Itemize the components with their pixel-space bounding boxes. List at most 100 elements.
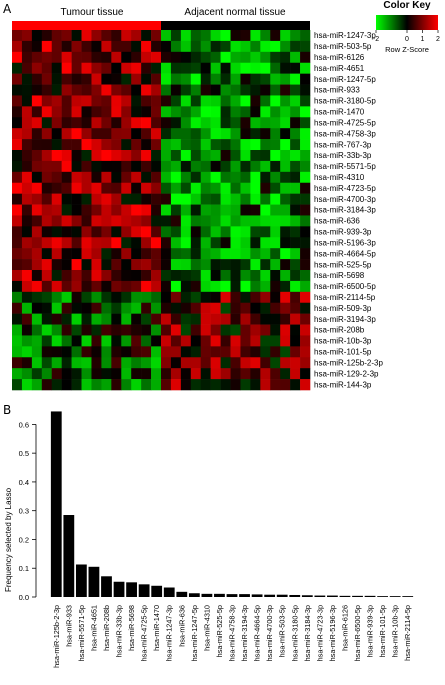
- heatmap-cell: [51, 106, 62, 118]
- heatmap-cell: [300, 379, 311, 391]
- heatmap-cell: [31, 270, 43, 282]
- heatmap-cell: [71, 248, 82, 260]
- heatmap-cell: [141, 106, 152, 118]
- heatmap-cell: [200, 368, 211, 380]
- heatmap-cell: [240, 73, 251, 85]
- heatmap-cell: [71, 237, 82, 249]
- heatmap-cell: [290, 259, 301, 271]
- bar: [226, 594, 238, 597]
- heatmap-cell: [290, 324, 301, 336]
- heatmap-cell: [111, 73, 122, 85]
- heatmap-cell: [280, 160, 291, 173]
- heatmap-cell: [71, 51, 82, 64]
- heatmap-cell: [61, 95, 72, 107]
- heatmap-cell: [250, 357, 261, 369]
- heatmap-cell: [190, 30, 202, 42]
- heatmap-cell: [220, 324, 231, 336]
- heatmap-cell: [91, 160, 102, 173]
- heatmap-cell: [71, 30, 82, 42]
- heatmap-cell: [131, 128, 142, 140]
- heatmap-cell: [300, 128, 311, 140]
- heatmap-cell: [161, 40, 172, 53]
- heatmap-cell: [91, 237, 102, 249]
- color-key-tick-label: 1: [421, 36, 425, 43]
- heatmap-cell: [41, 313, 53, 325]
- heatmap-cell: [300, 280, 311, 293]
- heatmap-cell: [190, 51, 202, 64]
- heatmap-cell: [300, 291, 311, 304]
- heatmap-cell: [161, 117, 172, 129]
- heatmap-cell: [12, 160, 23, 173]
- heatmap-cell: [51, 302, 62, 314]
- heatmap-cell: [200, 313, 211, 325]
- heatmap-cell: [91, 302, 102, 314]
- heatmap-cell: [200, 139, 211, 151]
- heatmap-cell: [220, 237, 231, 249]
- heatmap-cell: [230, 182, 241, 194]
- heatmap-row-label: hsa-miR-4310: [314, 173, 365, 182]
- heatmap-cell: [270, 182, 281, 194]
- heatmap-cell: [161, 204, 172, 216]
- heatmap-cell: [91, 106, 102, 118]
- heatmap-cell: [91, 313, 102, 325]
- bar: [138, 584, 150, 597]
- heatmap-cell: [41, 150, 53, 162]
- heatmap-cell: [61, 237, 72, 249]
- heatmap-cell: [200, 182, 211, 194]
- heatmap-cell: [12, 302, 23, 314]
- heatmap-cell: [290, 302, 301, 314]
- heatmap-cell: [111, 237, 122, 249]
- heatmap-cell: [280, 215, 291, 227]
- bar: [276, 594, 288, 597]
- heatmap-cell: [141, 150, 152, 162]
- heatmap-cell: [141, 139, 152, 151]
- heatmap-cell: [290, 51, 301, 64]
- heatmap-cell: [220, 368, 231, 380]
- heatmap-cell: [12, 226, 23, 238]
- heatmap-cell: [21, 226, 33, 238]
- bar: [201, 593, 213, 597]
- heatmap-cell: [91, 280, 102, 293]
- heatmap-cell: [91, 204, 102, 216]
- bar: [402, 596, 414, 597]
- heatmap-cell: [141, 51, 152, 64]
- heatmap-cell: [270, 368, 281, 380]
- heatmap-cell: [141, 335, 152, 347]
- heatmap-cell: [260, 182, 271, 194]
- heatmap-cell: [270, 259, 281, 271]
- heatmap-cell: [111, 160, 122, 173]
- bar: [239, 594, 250, 597]
- heatmap-cell: [81, 139, 92, 151]
- heatmap-cell: [280, 204, 291, 216]
- heatmap-cell: [51, 259, 62, 271]
- heatmap-cell: [31, 313, 43, 325]
- heatmap-cell: [170, 51, 182, 64]
- heatmap-cell: [51, 291, 62, 304]
- heatmap-cell: [190, 226, 202, 238]
- heatmap-cell: [151, 171, 162, 184]
- heatmap-cell: [190, 346, 202, 358]
- heatmap-cell: [111, 259, 122, 271]
- heatmap-cell: [180, 324, 192, 336]
- heatmap-cell: [111, 95, 122, 107]
- heatmap-cell: [280, 117, 291, 129]
- heatmap-cell: [220, 357, 231, 369]
- heatmap-cell: [290, 40, 301, 53]
- heatmap-cell: [300, 313, 311, 325]
- x-tick-label: hsa-miR-5571-5p: [77, 605, 86, 661]
- heatmap-cell: [280, 280, 291, 293]
- heatmap-cell: [240, 346, 251, 358]
- heatmap-cell: [21, 346, 33, 358]
- heatmap-cell: [161, 215, 172, 227]
- heatmap-cell: [141, 128, 152, 140]
- heatmap-cell: [250, 193, 261, 205]
- x-tick-label: hsa-miR-3180-5p: [290, 605, 299, 661]
- heatmap-cell: [151, 73, 162, 85]
- heatmap-cell: [141, 30, 152, 42]
- group-label-tumour: Tumour tissue: [61, 7, 124, 18]
- heatmap-cell: [200, 62, 211, 74]
- heatmap-cell: [210, 62, 221, 74]
- heatmap-cell: [71, 62, 82, 74]
- panel-label-a: A: [3, 2, 12, 16]
- heatmap-cell: [180, 51, 192, 64]
